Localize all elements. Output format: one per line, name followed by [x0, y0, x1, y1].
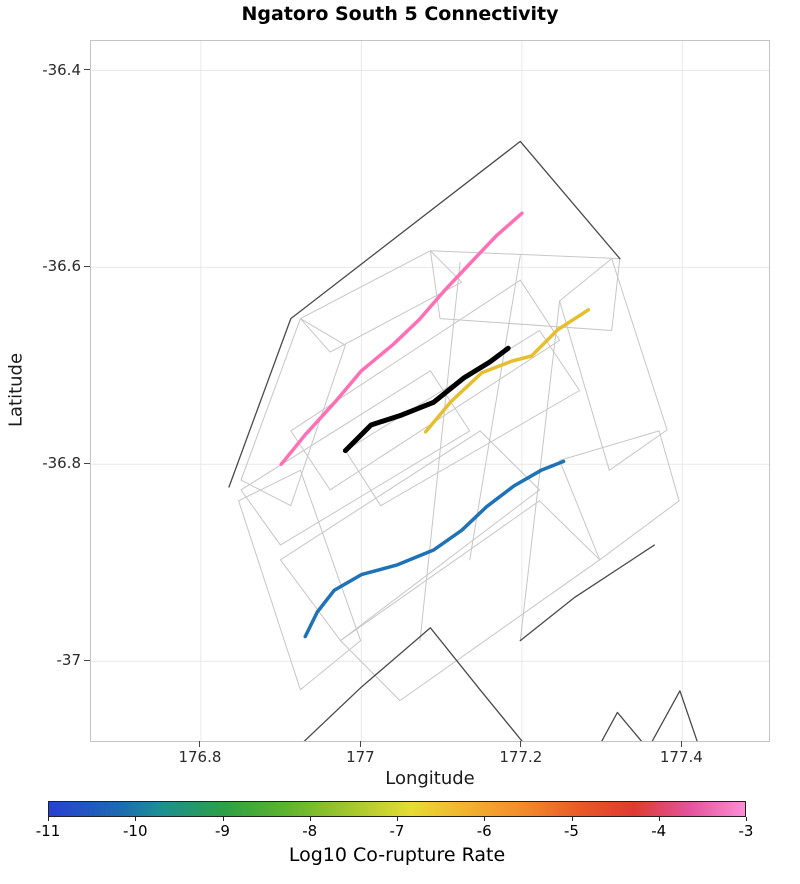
colorbar-tick-label: -6	[476, 822, 492, 840]
colorbar-label: Log10 Co-rupture Rate	[288, 844, 506, 866]
colorbar-tick-mark	[309, 817, 311, 821]
x-tick-mark	[520, 741, 522, 747]
y-tick-mark	[84, 265, 90, 267]
fault-section-outline	[240, 318, 346, 507]
colorbar-tick-label: -4	[651, 822, 667, 840]
colorbar-tick-mark	[658, 817, 660, 821]
x-tick-mark	[199, 741, 201, 747]
colorbar-tick-label: -8	[302, 822, 318, 840]
x-tick-label: 176.8	[178, 748, 222, 766]
map-canvas	[91, 41, 769, 741]
x-tick-label: 177	[346, 748, 375, 766]
colorbar-tick-mark	[222, 817, 224, 821]
colorbar-tick-label: -9	[215, 822, 230, 840]
fault-boundary-outline	[303, 627, 523, 741]
y-tick-mark	[84, 69, 90, 71]
plot-area	[90, 40, 770, 742]
x-axis-label: Longitude	[385, 768, 475, 789]
x-tick-label: 177.4	[659, 748, 703, 766]
fault-section-outline	[469, 255, 521, 561]
colorbar-tick-mark	[397, 817, 398, 821]
fault-trace-co-rupture-fault-blue	[303, 459, 566, 639]
fault-trace-target-fault-ngatoro-south-5	[342, 345, 511, 454]
fault-section-outline	[419, 262, 461, 642]
fault-section-outline	[290, 279, 561, 491]
fault-section-outline	[299, 250, 463, 353]
fault-boundary-outline	[651, 690, 698, 741]
x-tick-label: 177.2	[499, 748, 543, 766]
fault-section-outline	[559, 258, 668, 471]
colorbar-tick-mark	[484, 817, 486, 821]
colorbar-tick-label: -3	[738, 822, 754, 840]
fault-section-outline	[238, 469, 362, 691]
y-tick-mark	[84, 462, 90, 464]
fault-section-outline	[240, 370, 471, 546]
colorbar-tick-label: -7	[389, 822, 405, 840]
fault-section-outline	[340, 500, 601, 702]
fault-trace-co-rupture-fault-pink	[279, 211, 524, 467]
fault-trace-co-rupture-fault-gold	[423, 308, 591, 434]
colorbar-tick-mark	[746, 817, 747, 821]
y-tick-mark	[84, 659, 90, 661]
colorbar-tick-label: -11	[35, 822, 61, 840]
y-tick-label: -36.8	[42, 454, 81, 473]
colorbar-tick-mark	[48, 817, 49, 821]
fault-boundary-outline	[601, 711, 643, 741]
fault-section-outline	[429, 250, 621, 331]
colorbar-tick-label: -5	[564, 822, 579, 840]
fault-boundary-outline	[228, 140, 621, 488]
y-axis-label: Latitude	[5, 352, 27, 428]
colorbar-tick-label: -10	[123, 822, 148, 840]
fault-section-outline	[559, 430, 680, 561]
fault-boundary-outline	[519, 544, 655, 642]
x-tick-mark	[680, 741, 682, 747]
colorbar-tick-mark	[135, 817, 137, 821]
chart-title: Ngatoro South 5 Connectivity	[241, 3, 559, 25]
colorbar-gradient	[48, 801, 746, 817]
y-tick-label: -37	[56, 651, 82, 670]
y-tick-label: -36.6	[42, 257, 81, 276]
colorbar-tick-mark	[571, 817, 573, 821]
fault-section-outline	[279, 430, 540, 642]
y-tick-label: -36.4	[42, 60, 81, 79]
x-tick-mark	[359, 741, 361, 747]
